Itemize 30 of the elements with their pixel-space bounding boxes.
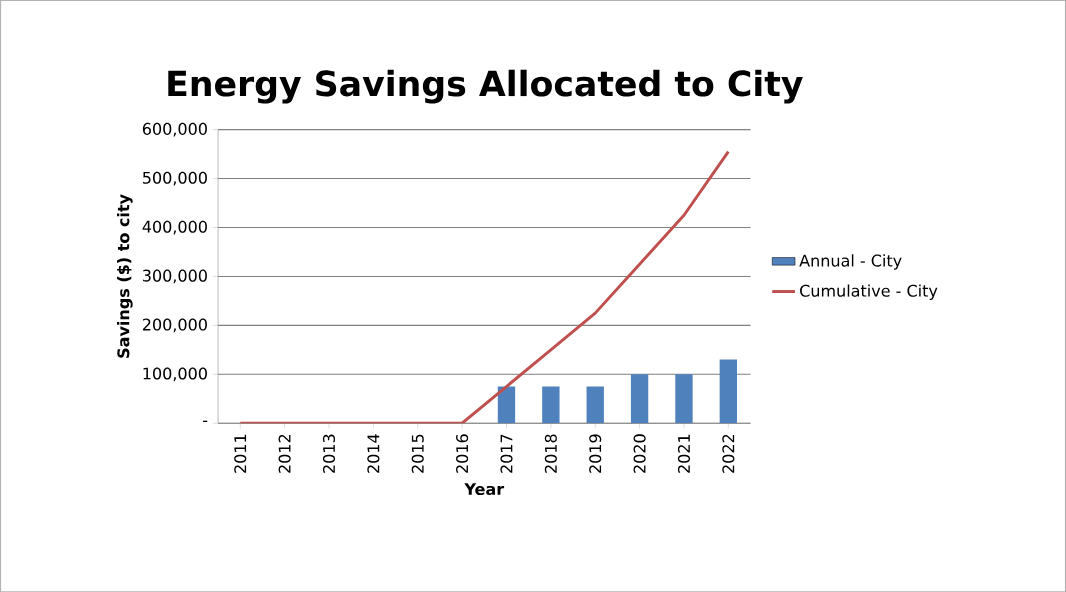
x-tick-label: 2021	[677, 434, 691, 473]
bar	[497, 386, 516, 424]
x-tick-label: 2011	[234, 434, 247, 473]
x-tick-label: 2014	[367, 434, 380, 473]
bar	[542, 386, 560, 424]
y-tick-label: -	[203, 420, 208, 422]
x-tick-label: 2018	[544, 434, 557, 473]
x-tick-label: 2017	[500, 434, 513, 473]
legend-label: Cumulative - City	[800, 284, 938, 300]
x-tick-label: 2022	[722, 434, 735, 473]
x-axis-title: Year	[464, 483, 505, 495]
bar	[586, 386, 604, 424]
y-tick-label: 300,000	[143, 269, 207, 284]
x-tick-label: 2016	[456, 434, 469, 473]
bar	[630, 374, 649, 424]
y-tick-label: 400,000	[142, 220, 207, 235]
x-tick-label: 2015	[411, 434, 424, 473]
y-tick-label: 200,000	[142, 318, 207, 333]
bar	[675, 374, 693, 424]
legend-label: Annual - City	[799, 254, 902, 270]
y-axis-title: Savings ($) to city	[117, 194, 133, 358]
chart-title: Energy Savings Allocated to City	[168, 69, 803, 104]
bar	[719, 359, 738, 424]
x-tick-label: 2012	[278, 434, 291, 473]
x-tick-label: 2020	[633, 434, 646, 473]
x-tick-label: 2019	[589, 434, 602, 473]
y-tick-label: 100,000	[143, 367, 207, 382]
x-tick-label: 2013	[322, 434, 336, 473]
y-tick-label: 500,000	[143, 171, 207, 186]
y-tick-label: 600,000	[142, 122, 207, 137]
